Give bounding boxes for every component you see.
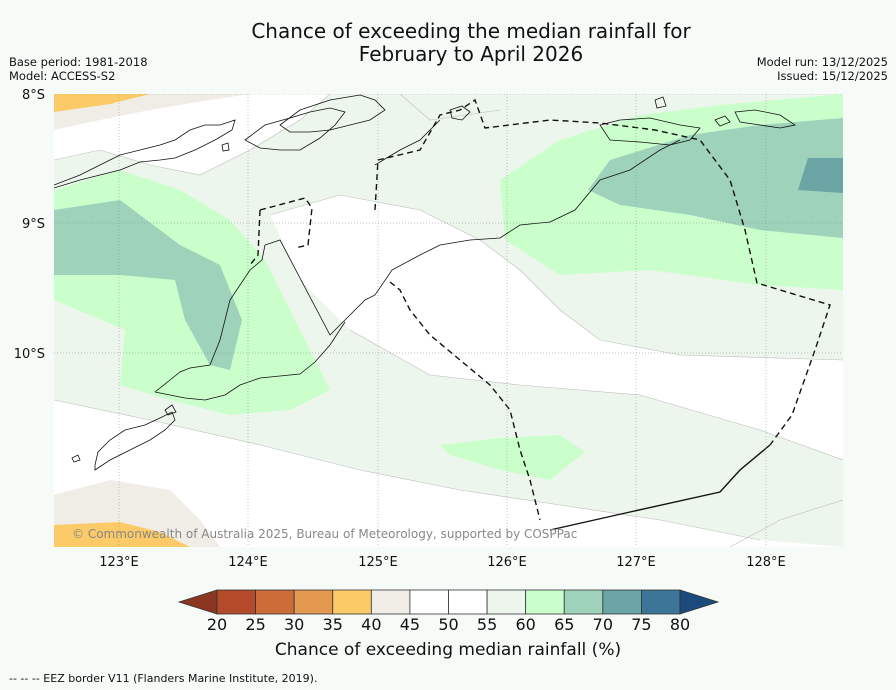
colorbar-tick-35: 35: [323, 615, 343, 634]
meta-left: Base period: 1981-2018 Model: ACCESS-S2: [9, 55, 148, 83]
contour-white-centre: [270, 195, 843, 460]
colorbar-segment-8: [525, 589, 565, 615]
lon-label-124e: 124°E: [228, 555, 268, 570]
colorbar-segment-3: [332, 589, 372, 615]
lon-label-128e: 128°E: [746, 555, 786, 570]
lon-label-125e: 125°E: [358, 555, 398, 570]
colorbar-tick-30: 30: [284, 615, 304, 634]
colorbar-segment-0: [216, 589, 256, 615]
colorbar-tick-75: 75: [631, 615, 651, 634]
colorbar-tick-80: 80: [670, 615, 690, 634]
contour-teal-west: [54, 200, 242, 370]
colorbar-segment-7: [486, 589, 527, 615]
eez-border: [249, 98, 831, 531]
colorbar-segment-2: [293, 589, 334, 615]
colorbar-segment-9: [563, 589, 604, 615]
colorbar-segment-4: [370, 589, 411, 615]
title-line-1: Chance of exceeding the median rainfall …: [251, 19, 691, 43]
lon-label-123e: 123°E: [99, 555, 139, 570]
colorbar-segment-6: [448, 589, 488, 615]
lat-label-9s: 9°S: [22, 217, 45, 232]
map-area: [54, 94, 843, 547]
colorbar-tick-20: 20: [207, 615, 227, 634]
copyright-text: © Commonwealth of Australia 2025, Bureau…: [72, 527, 577, 541]
colorbar-tick-55: 55: [477, 615, 497, 634]
contour-green-south: [440, 435, 585, 480]
colorbar-low-arrow: [177, 589, 218, 615]
colorbar-tick-70: 70: [593, 615, 613, 634]
colorbar-tick-45: 45: [400, 615, 420, 634]
contour-yellow-south: [54, 522, 190, 547]
colorbar: 20 25 30 35 40 45 50 55 60 65 70 75 80: [177, 589, 720, 634]
map-title: Chance of exceeding the median rainfall …: [0, 20, 896, 66]
colorbar-label: Chance of exceeding median rainfall (%): [274, 640, 622, 660]
model-name: Model: ACCESS-S2: [9, 68, 116, 83]
colorbar-segments: [216, 589, 681, 615]
lon-label-126e: 126°E: [487, 555, 527, 570]
colorbar-tick-labels: 20 25 30 35 40 45 50 55 60 65 70 75 80: [207, 615, 690, 634]
issued-date: Issued: 15/12/2025: [777, 68, 888, 83]
eez-legend-footer: -- -- -- EEZ border V11 (Flanders Marine…: [9, 672, 318, 685]
colorbar-segment-1: [255, 589, 295, 615]
colorbar-tick-60: 60: [515, 615, 535, 634]
contour-dark-teal: [798, 158, 843, 193]
colorbar-tick-65: 65: [554, 615, 574, 634]
contour-white-south: [54, 400, 843, 547]
colorbar-high-arrow: [679, 589, 720, 615]
colorbar-tick-40: 40: [361, 615, 381, 634]
colorbar-tick-50: 50: [438, 615, 458, 634]
colorbar-segment-5: [409, 589, 449, 615]
lat-label-10s: 10°S: [14, 347, 45, 362]
coastlines: [54, 94, 797, 471]
contour-yellow-north: [54, 94, 150, 112]
contour-teal-east: [588, 118, 843, 238]
colorbar-tick-25: 25: [245, 615, 265, 634]
title-line-2: February to April 2026: [358, 42, 584, 66]
model-run: Model run: 13/12/2025: [756, 55, 888, 69]
colorbar-segment-11: [641, 589, 681, 615]
contour-lines: [54, 94, 843, 547]
lat-label-8s: 8°S: [22, 88, 45, 103]
lon-label-127e: 127°E: [616, 555, 656, 570]
gridlines: [54, 94, 843, 547]
base-period: Base period: 1981-2018: [9, 55, 148, 69]
meta-right: Model run: 13/12/2025 Issued: 15/12/2025: [756, 55, 888, 83]
colorbar-segment-10: [602, 589, 642, 615]
